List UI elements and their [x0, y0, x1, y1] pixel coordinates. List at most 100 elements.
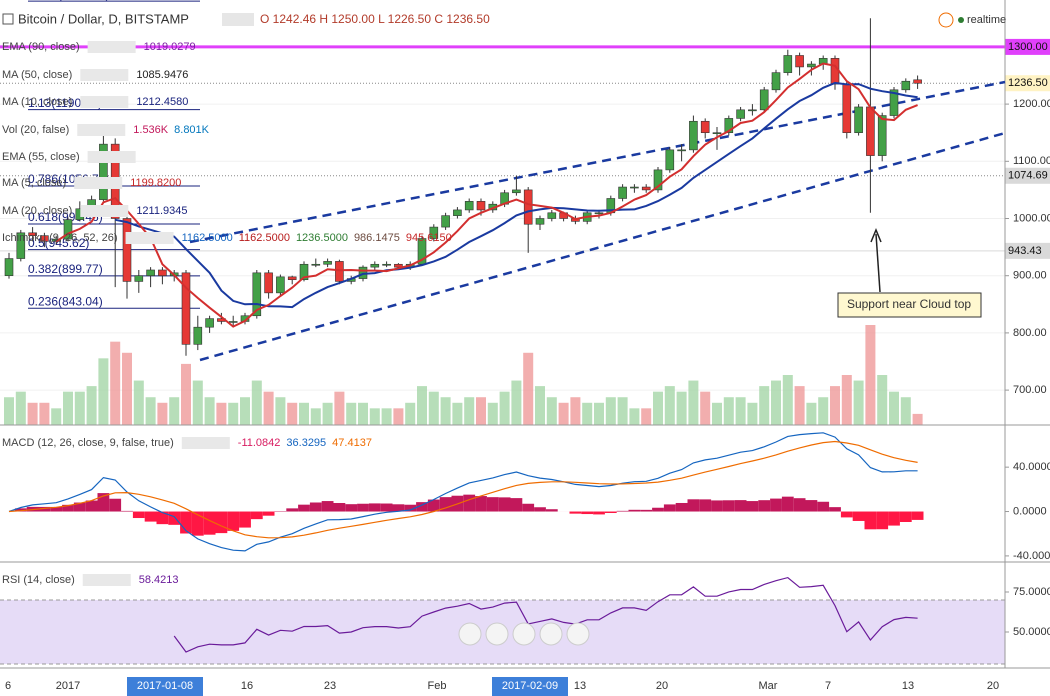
indicator-icons[interactable] — [82, 574, 131, 586]
macd-hist — [899, 511, 912, 522]
macd-hist — [770, 498, 782, 512]
volume-bar — [794, 386, 805, 425]
reset[interactable] — [512, 622, 536, 646]
candle-body — [901, 80, 911, 91]
macd-hist — [132, 511, 145, 519]
macd-hist — [368, 503, 381, 512]
scroll-right[interactable] — [566, 622, 590, 646]
header-icons[interactable] — [222, 13, 254, 26]
macd-hist — [911, 511, 924, 520]
macd-hist — [805, 500, 818, 512]
volume-bar — [570, 397, 581, 425]
candle-body — [889, 89, 899, 116]
macd-hist — [663, 504, 676, 512]
scroll-left[interactable] — [458, 622, 482, 646]
volume-bar — [216, 402, 227, 425]
volume-bar — [853, 380, 864, 425]
indicator-icons[interactable] — [77, 124, 126, 136]
price-tick-label: 800.00 — [1013, 327, 1047, 339]
macd-hist — [593, 511, 605, 515]
time-label: Mar — [759, 680, 778, 692]
volume-bar — [523, 352, 534, 425]
candle-body — [228, 321, 238, 323]
candle-body — [842, 83, 852, 134]
volume-bar — [417, 386, 427, 425]
macd-hist — [569, 511, 582, 514]
indicator-value: 986.1475 — [354, 232, 400, 244]
volume-bar — [629, 408, 640, 425]
candle-body — [736, 109, 745, 119]
time-label: 7 — [825, 680, 831, 692]
volume-bar — [912, 413, 923, 425]
macd-tick-label: 40.0000 — [1013, 461, 1050, 473]
volume-bar — [877, 375, 888, 425]
price-tick-label: 1100.00 — [1013, 155, 1050, 167]
indicator-value: 1.536K — [133, 124, 169, 136]
macd-hist — [357, 503, 369, 512]
zoom-out[interactable] — [485, 622, 509, 646]
volume-bar — [664, 386, 675, 425]
candle-body — [795, 55, 804, 68]
macd-hist — [380, 503, 393, 512]
candle-body — [16, 232, 26, 259]
fib-label: 0.382(899.77) — [28, 262, 103, 276]
macd-hist — [62, 504, 74, 512]
indicator-name: MA (5, close) — [2, 177, 66, 189]
collapse-icon[interactable] — [2, 13, 14, 25]
time-label: 6 — [5, 680, 11, 692]
macd-hist — [746, 501, 759, 512]
legend: EMA (90, close) 1019.0279 MA (50, close) 10… — [2, 41, 452, 586]
indicator-name: Vol (20, false) — [2, 124, 69, 136]
indicator-name: MA (10, close) — [2, 96, 72, 108]
header: Bitcoin / Dollar, D, BITSTAMP O 1242.46 … — [2, 11, 1006, 28]
macd-hist — [392, 504, 405, 512]
price-tag — [1005, 167, 1050, 184]
candle-body — [158, 269, 167, 277]
zoom-in[interactable] — [539, 622, 563, 646]
volume-bar — [771, 380, 781, 425]
candle-body — [134, 275, 144, 282]
candle-body — [146, 269, 155, 277]
volume-bar — [39, 402, 50, 425]
volume-bar — [464, 397, 475, 425]
indicator-icons[interactable] — [87, 41, 136, 53]
candle-body — [276, 276, 285, 294]
candle-body — [724, 118, 734, 134]
volume-bar — [487, 402, 498, 425]
alert-icon[interactable] — [938, 12, 954, 28]
macd-hist — [203, 511, 216, 535]
date-highlight — [127, 677, 203, 696]
volume-bar — [74, 391, 85, 425]
candle-body — [653, 169, 663, 191]
indicator-icons[interactable] — [80, 205, 129, 217]
macd-hist — [498, 497, 511, 512]
volume-bar — [535, 386, 545, 425]
pane-value: 47.4137 — [332, 437, 372, 449]
volume-bar — [841, 375, 852, 425]
volume-bar — [358, 402, 368, 425]
indicator-icons[interactable] — [80, 69, 129, 81]
volume-bar — [641, 408, 652, 425]
macd-hist — [510, 498, 523, 512]
indicator-icons[interactable] — [87, 151, 136, 163]
indicator-icons[interactable] — [181, 437, 230, 449]
candle-body — [913, 79, 922, 84]
macd-hist — [486, 497, 499, 512]
macd-hist — [404, 504, 417, 512]
indicator-icons[interactable] — [80, 96, 129, 108]
arrow-head — [870, 228, 882, 243]
macd-hist — [722, 500, 735, 512]
volume-bar — [889, 391, 899, 425]
price-tick-label: 1000.00 — [1013, 212, 1050, 224]
volume-bar — [110, 341, 121, 425]
candle-body — [99, 143, 108, 200]
indicator-icons[interactable] — [74, 177, 123, 189]
volume-bar — [15, 391, 26, 425]
indicator-icons[interactable] — [125, 232, 174, 244]
pane-value: -11.0842 — [238, 437, 281, 449]
volume-bar — [86, 386, 97, 425]
macd-hist — [345, 504, 358, 512]
indicator-value: 1019.0279 — [144, 41, 196, 53]
macd-hist — [50, 506, 63, 512]
macd-hist — [888, 511, 900, 526]
